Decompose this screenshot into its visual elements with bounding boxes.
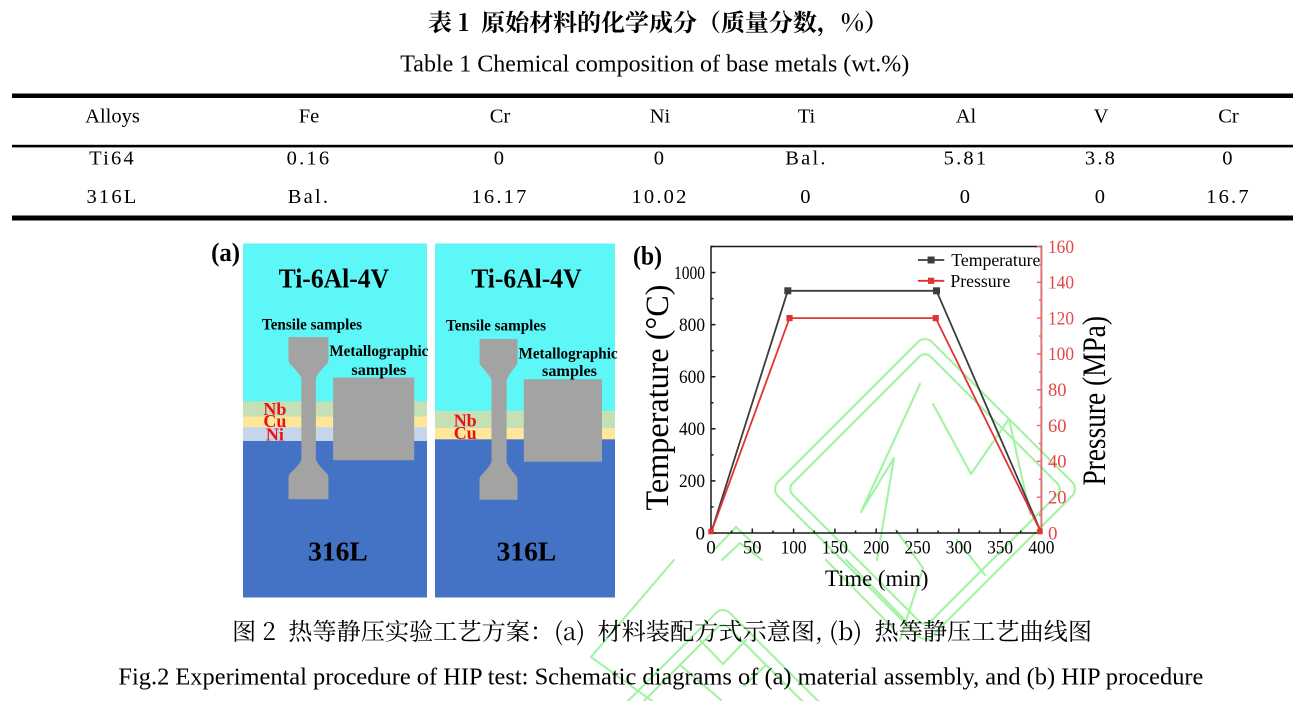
svg-text:20: 20 xyxy=(1048,488,1067,509)
svg-text:V: V xyxy=(1094,106,1109,128)
svg-text:samples: samples xyxy=(351,362,406,379)
svg-text:Cr: Cr xyxy=(1218,106,1239,128)
svg-text:316L: 316L xyxy=(86,186,138,208)
svg-text:Ni: Ni xyxy=(266,425,284,445)
svg-text:Ti: Ti xyxy=(798,106,816,128)
svg-text:400: 400 xyxy=(679,419,705,440)
svg-text:Fig.2 Experimental procedure o: Fig.2 Experimental procedure of HIP test… xyxy=(118,665,1203,691)
svg-text:0: 0 xyxy=(494,147,506,169)
svg-text:150: 150 xyxy=(822,537,848,558)
svg-text:0: 0 xyxy=(1048,523,1058,544)
svg-text:10.02: 10.02 xyxy=(631,186,688,208)
svg-text:316L: 316L xyxy=(497,536,557,566)
svg-text:3.8: 3.8 xyxy=(1085,147,1117,169)
svg-text:120: 120 xyxy=(1048,308,1074,329)
svg-text:160: 160 xyxy=(1048,237,1074,258)
svg-text:Nb: Nb xyxy=(454,411,477,431)
svg-text:Metallographic: Metallographic xyxy=(519,346,618,363)
svg-text:Fe: Fe xyxy=(299,106,320,128)
svg-text:350: 350 xyxy=(987,537,1013,558)
svg-text:50: 50 xyxy=(743,537,762,558)
svg-text:Alloys: Alloys xyxy=(85,106,140,128)
svg-text:Metallographic: Metallographic xyxy=(329,343,428,360)
svg-text:Ti-6Al-4V: Ti-6Al-4V xyxy=(471,264,582,294)
svg-text:Temperature: Temperature xyxy=(951,250,1040,270)
svg-text:1000: 1000 xyxy=(674,263,705,284)
svg-text:Ti-6Al-4V: Ti-6Al-4V xyxy=(279,264,390,294)
svg-text:samples: samples xyxy=(542,363,597,380)
svg-text:Tensile samples: Tensile samples xyxy=(446,318,546,335)
svg-text:200: 200 xyxy=(679,471,705,492)
svg-text:40: 40 xyxy=(1048,452,1067,473)
svg-text:Ni: Ni xyxy=(650,106,671,128)
svg-text:316L: 316L xyxy=(308,536,368,566)
svg-text:140: 140 xyxy=(1048,273,1074,294)
svg-text:Temperature (°C): Temperature (°C) xyxy=(640,285,676,511)
svg-text:800: 800 xyxy=(679,315,705,336)
svg-text:600: 600 xyxy=(679,367,705,388)
svg-text:Ti64: Ti64 xyxy=(89,147,136,169)
svg-text:Nb: Nb xyxy=(263,399,286,419)
svg-text:16.17: 16.17 xyxy=(471,186,528,208)
svg-text:(b): (b) xyxy=(633,242,662,271)
svg-text:Cr: Cr xyxy=(490,106,511,128)
svg-text:Tensile samples: Tensile samples xyxy=(262,317,362,334)
svg-text:0: 0 xyxy=(960,186,972,208)
svg-text:0: 0 xyxy=(1095,186,1107,208)
svg-text:5.81: 5.81 xyxy=(944,147,989,169)
svg-text:Table 1 Chemical composition o: Table 1 Chemical composition of base met… xyxy=(400,50,909,77)
svg-text:Time (min): Time (min) xyxy=(825,566,928,592)
svg-text:0: 0 xyxy=(706,537,716,558)
svg-text:Pressure (MPa): Pressure (MPa) xyxy=(1077,316,1113,486)
svg-text:16.7: 16.7 xyxy=(1206,186,1251,208)
svg-text:80: 80 xyxy=(1048,380,1067,401)
svg-text:300: 300 xyxy=(946,537,972,558)
svg-text:Bal.: Bal. xyxy=(288,186,330,208)
svg-text:100: 100 xyxy=(781,537,807,558)
svg-text:Al: Al xyxy=(956,106,977,128)
svg-text:Cu: Cu xyxy=(454,423,477,443)
svg-text:0: 0 xyxy=(696,523,706,544)
svg-text:0: 0 xyxy=(1222,147,1234,169)
svg-text:0: 0 xyxy=(654,147,666,169)
svg-text:Cu: Cu xyxy=(263,411,286,431)
svg-text:(a): (a) xyxy=(211,238,240,267)
svg-text:400: 400 xyxy=(1028,537,1054,558)
svg-text:Pressure: Pressure xyxy=(950,271,1010,291)
svg-text:100: 100 xyxy=(1048,344,1074,365)
svg-text:Bal.: Bal. xyxy=(785,147,827,169)
svg-text:250: 250 xyxy=(905,537,931,558)
svg-text:0.16: 0.16 xyxy=(287,147,332,169)
svg-text:0: 0 xyxy=(800,186,812,208)
svg-text:60: 60 xyxy=(1048,416,1067,437)
svg-text:200: 200 xyxy=(863,537,889,558)
